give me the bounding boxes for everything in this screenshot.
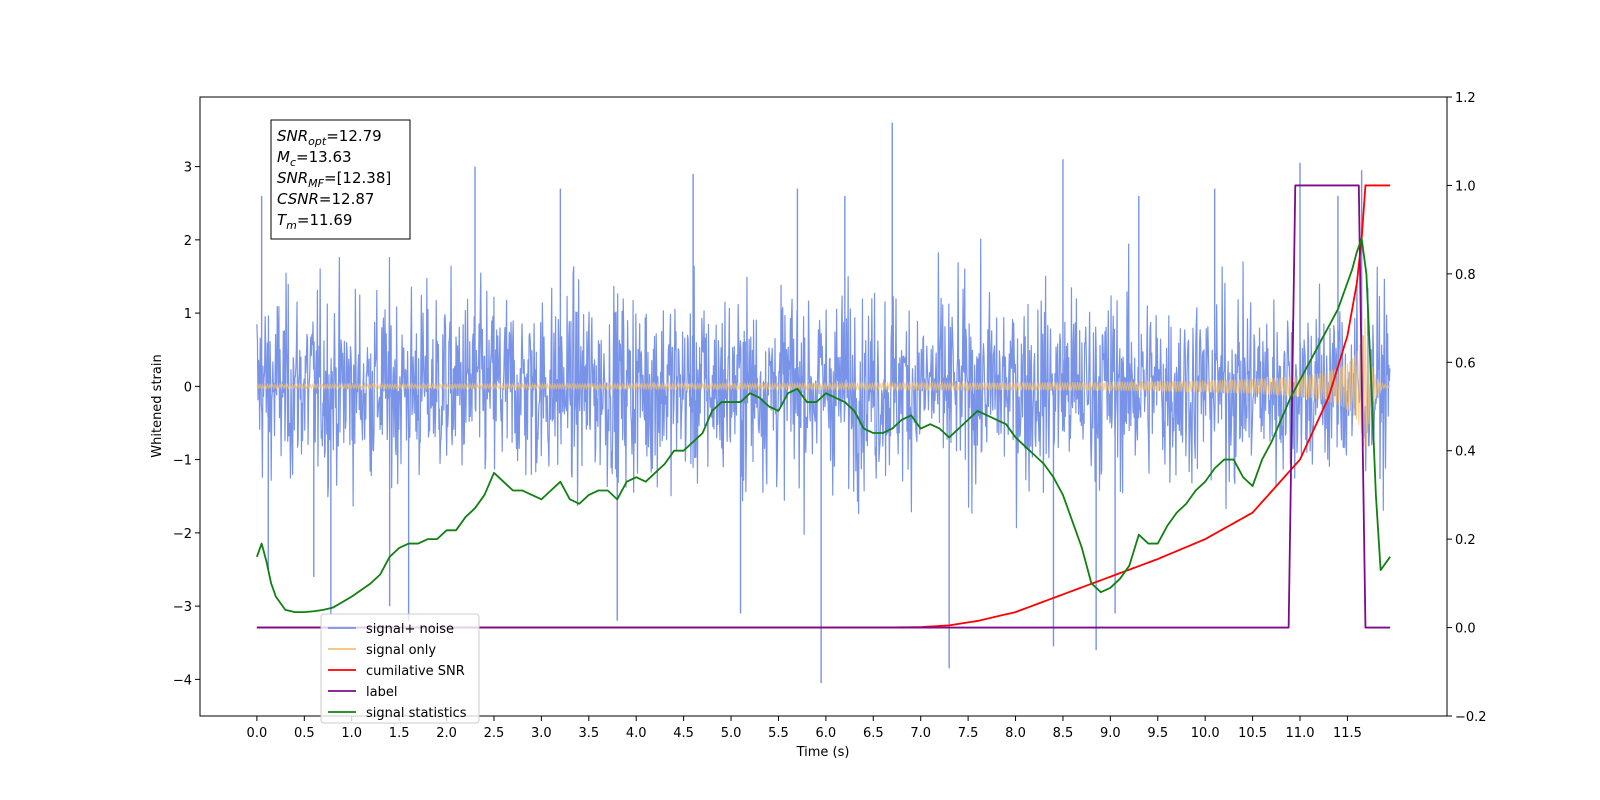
x-tick-label: 9.5 [1147,726,1168,741]
x-tick-label: 11.0 [1286,726,1315,741]
annotation-line: Tm=11.69 [277,211,352,232]
y-axis-label: Whitened strain [150,354,165,457]
y2-tick-label: 1.2 [1455,91,1476,106]
x-tick-label: 2.5 [484,726,505,741]
x-axis: 0.0 0.5 1.0 1.5 2.0 2.5 3.0 3.5 4.0 4.5 5.0 5.5 6.0 6… [247,716,1362,741]
legend-label: signal statistics [366,706,467,721]
x-tick-label: 4.5 [673,726,694,741]
x-tick-label: 2.0 [436,726,457,741]
legend-frame [320,613,480,724]
legend-label: signal only [366,643,436,658]
y2-tick-label: 0.2 [1455,533,1476,548]
annotation-line: SNRopt=12.79 [277,127,382,148]
annotation-line: Mc=13.63 [277,148,352,169]
x-tick-label: 1.5 [389,726,410,741]
y-tick-label: −4 [173,673,192,688]
x-tick-label: 7.0 [910,726,931,741]
annotation-line: SNRMF=[12.38] [277,169,391,190]
legend-label: label [366,685,397,700]
y2-tick-label: 0.4 [1455,445,1476,460]
x-tick-label: 3.5 [578,726,599,741]
y-tick-label: −2 [173,527,192,542]
x-tick-label: 9.0 [1100,726,1121,741]
y2-tick-label: 1.0 [1455,179,1476,194]
series-signal-only-line [256,318,1391,448]
stats-annotation: SNRopt=12.79Mc=13.63SNRMF=[12.38]CSNR=12… [270,119,411,240]
y2-tick-label: 0.0 [1455,622,1476,637]
x-tick-label: 11.5 [1333,726,1362,741]
y-tick-label: −1 [173,454,192,469]
x-tick-label: 4.0 [626,726,647,741]
x-tick-label: 6.5 [863,726,884,741]
x-tick-label: 5.5 [768,726,789,741]
annotation-line: CSNR=12.87 [277,190,374,208]
x-tick-label: 1.0 [341,726,362,741]
y-tick-label: 0 [184,380,192,395]
x-tick-label: 5.0 [721,726,742,741]
y2-tick-label: 0.8 [1455,268,1476,283]
legend-label: cumilative SNR [366,664,465,679]
series-label-line [256,184,1391,629]
x-tick-label: 6.0 [816,726,837,741]
annotation-frame [270,119,411,240]
plot-frame [199,96,1448,717]
y-tick-label: 2 [184,234,192,249]
x-tick-label: 0.5 [294,726,315,741]
x-tick-label: 8.0 [1005,726,1026,741]
y2-tick-label: −0.2 [1455,710,1487,725]
x-tick-label: 10.0 [1191,726,1220,741]
y-axis-left: −4 −3 −2 −1 0 1 2 3 [173,161,200,688]
y-tick-label: 1 [184,307,192,322]
x-tick-label: 0.0 [247,726,268,741]
series-layer [256,122,1391,684]
series-signal-statistics-line [256,237,1391,613]
y2-tick-label: 0.6 [1455,356,1476,371]
legend-label: signal+ noise [366,622,454,637]
y-tick-label: 3 [184,161,192,176]
x-tick-label: 7.5 [958,726,979,741]
y-axis-right: −0.2 0.0 0.2 0.4 0.6 0.8 1.0 1.2 [1447,91,1487,725]
x-axis-label: Time (s) [796,745,850,760]
y-tick-label: −3 [173,600,192,615]
x-tick-label: 8.5 [1053,726,1074,741]
x-tick-label: 10.5 [1238,726,1267,741]
x-tick-label: 3.0 [531,726,552,741]
legend: signal+ noise signal only cumilative SNR la… [320,613,480,724]
